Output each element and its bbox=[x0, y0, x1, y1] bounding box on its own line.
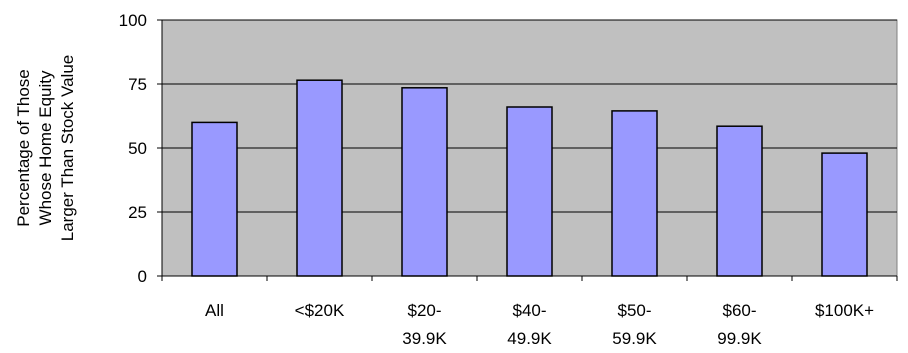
y-axis-title: Percentage of Those Whose Home Equity Larg… bbox=[14, 55, 77, 242]
y-tick-label-50: 50 bbox=[128, 139, 147, 158]
x-tick-label-line: $100K+ bbox=[815, 301, 874, 320]
axes bbox=[157, 19, 898, 281]
y-tick-labels: 0 25 50 75 100 bbox=[119, 11, 147, 286]
bar-3 bbox=[506, 106, 553, 277]
x-tick-label-line: 99.9K bbox=[717, 329, 762, 348]
x-tick-label-line: All bbox=[205, 301, 224, 320]
x-tick-label-1: <$20K bbox=[295, 301, 345, 320]
x-tick-label-6: $100K+ bbox=[815, 301, 874, 320]
bar-2 bbox=[401, 87, 448, 277]
x-tick-label-0: All bbox=[205, 301, 224, 320]
x-tick-label-line: <$20K bbox=[295, 301, 345, 320]
x-tick-label-line: $40- bbox=[512, 301, 546, 320]
bar-4 bbox=[611, 110, 658, 277]
y-axis-title-line: Larger Than Stock Value bbox=[58, 55, 77, 242]
x-tick-label-4: $50- 59.9K bbox=[612, 301, 657, 348]
bar-6 bbox=[821, 152, 868, 277]
y-tick-label-0: 0 bbox=[138, 267, 147, 286]
y-tick-label-25: 25 bbox=[128, 203, 147, 222]
x-tick-label-line: $60- bbox=[722, 301, 756, 320]
x-tick-label-line: 39.9K bbox=[402, 329, 447, 348]
bar-5 bbox=[716, 125, 763, 277]
y-tick-label-75: 75 bbox=[128, 75, 147, 94]
x-tick-label-line: $50- bbox=[617, 301, 651, 320]
x-tick-label-3: $40- 49.9K bbox=[507, 301, 552, 348]
x-tick-label-line: 59.9K bbox=[612, 329, 657, 348]
y-tick-label-100: 100 bbox=[119, 11, 147, 30]
x-tick-label-2: $20- 39.9K bbox=[402, 301, 447, 348]
y-axis-title-line: Whose Home Equity bbox=[36, 70, 55, 225]
x-tick-labels: All <$20K $20- 39.9K $40- 49.9K $50- 59.9K $60- 9… bbox=[205, 301, 874, 348]
x-tick-label-line: 49.9K bbox=[507, 329, 552, 348]
x-tick-label-5: $60- 99.9K bbox=[717, 301, 762, 348]
bar-1 bbox=[296, 79, 343, 277]
bar-0 bbox=[191, 121, 238, 277]
x-tick-label-line: $20- bbox=[407, 301, 441, 320]
y-axis-title-line: Percentage of Those bbox=[14, 69, 33, 227]
